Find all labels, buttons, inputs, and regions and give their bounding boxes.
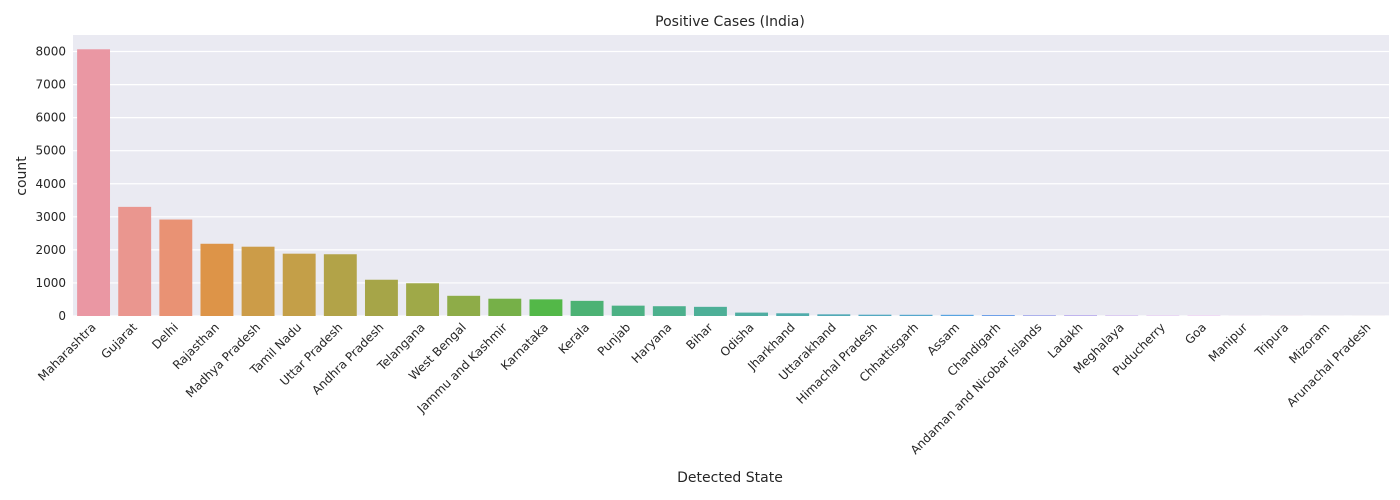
x-tick-label: Gujarat	[98, 320, 140, 362]
y-tick-label: 2000	[35, 243, 66, 257]
y-tick-label: 7000	[35, 78, 66, 92]
bar	[1064, 315, 1098, 316]
bar	[323, 254, 357, 316]
chart-title: Positive Cases (India)	[655, 14, 805, 30]
bar	[817, 314, 851, 316]
bar	[693, 306, 727, 316]
x-tick-label: Maharashtra	[35, 320, 99, 384]
bars	[77, 49, 1385, 317]
x-tick-label: Ladakh	[1045, 320, 1086, 361]
bar	[611, 305, 645, 316]
x-tick-label: Manipur	[1206, 320, 1250, 364]
bar	[776, 313, 810, 316]
bar	[159, 219, 193, 316]
x-axis-label: Detected State	[677, 470, 783, 486]
y-tick-label: 1000	[35, 276, 66, 290]
y-axis-label: count	[14, 156, 30, 196]
bar	[447, 295, 481, 316]
x-tick-label: Assam	[924, 320, 962, 358]
y-tick-label: 5000	[35, 144, 66, 158]
x-tick-label: Andhra Pradesh	[309, 320, 386, 397]
y-tick-label: 3000	[35, 210, 66, 224]
x-tick-label: Goa	[1182, 320, 1209, 347]
bar	[282, 253, 316, 316]
bar	[529, 299, 563, 316]
y-tick-label: 0	[58, 309, 66, 323]
x-tick-label: Odisha	[717, 320, 756, 359]
x-tick-label: Punjab	[595, 320, 634, 359]
bar	[899, 314, 933, 316]
bar	[488, 298, 522, 316]
bar	[77, 49, 111, 317]
y-tick-labels: 0 1000 2000 3000 4000 5000 6000 7000 8000	[35, 45, 66, 323]
x-tick-label: Haryana	[629, 320, 675, 366]
x-tick-label: Madhya Pradesh	[183, 320, 263, 400]
bar	[940, 314, 974, 316]
bar	[1022, 315, 1056, 316]
bar	[364, 279, 398, 316]
x-tick-label: Delhi	[149, 320, 181, 352]
bar	[406, 283, 440, 316]
bar	[118, 206, 152, 316]
x-tick-label: Bihar	[683, 320, 715, 352]
bar	[570, 300, 604, 316]
bar	[652, 306, 686, 316]
bar	[981, 315, 1015, 316]
x-tick-label: Kerala	[556, 320, 593, 357]
bar	[858, 314, 892, 316]
bar	[241, 246, 275, 316]
y-tick-label: 6000	[35, 111, 66, 125]
y-tick-label: 4000	[35, 177, 66, 191]
y-tick-label: 8000	[35, 45, 66, 59]
x-tick-label: Tripura	[1251, 320, 1291, 360]
bar	[200, 243, 234, 316]
bar	[735, 312, 769, 316]
